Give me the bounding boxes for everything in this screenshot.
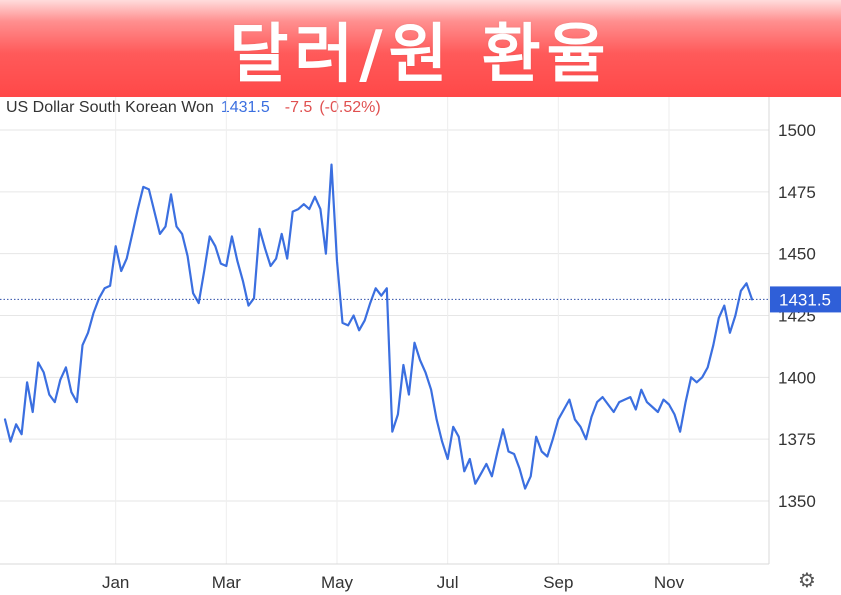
x-tick-label: Jan xyxy=(102,573,129,592)
x-tick-label: Sep xyxy=(543,573,573,592)
x-tick-label: May xyxy=(321,573,354,592)
banner-title: 달러/원 환율 xyxy=(229,17,612,92)
series-line xyxy=(3,163,754,490)
marker-layer: 1431.5 xyxy=(0,286,841,313)
x-tick-label: Nov xyxy=(654,573,685,592)
y-tick-label: 1500 xyxy=(778,121,816,140)
gear-icon[interactable]: ⚙ xyxy=(798,568,816,592)
grid-layer xyxy=(0,97,769,564)
x-tick-label: Jul xyxy=(437,573,459,592)
banner xyxy=(0,0,841,97)
series-layer xyxy=(3,163,754,490)
price-change: -7.5 xyxy=(284,99,313,116)
quote-header: US Dollar South Korean Won 1431.5 -7.5 (… xyxy=(6,99,381,119)
current-price: 1431.5 xyxy=(220,99,270,116)
x-tick-label: Mar xyxy=(212,573,242,592)
y-tick-label: 1400 xyxy=(778,368,816,387)
current-value-label: 1431.5 xyxy=(779,290,831,309)
y-tick-label: 1375 xyxy=(778,430,816,449)
y-tick-label: 1450 xyxy=(778,245,816,264)
current-value-tag xyxy=(770,286,841,313)
instrument-name: US Dollar South Korean Won xyxy=(6,99,214,116)
y-tick-label: 1350 xyxy=(778,492,816,511)
y-tick-label: 1475 xyxy=(778,183,816,202)
price-change-percent: (-0.52%) xyxy=(319,99,381,116)
